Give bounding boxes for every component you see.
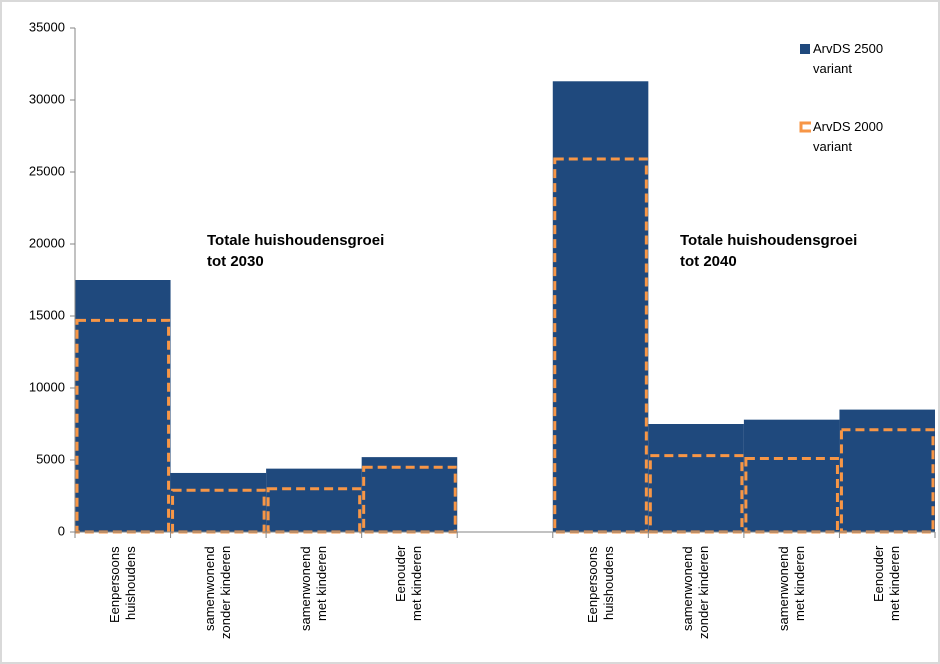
y-tick-label: 10000 [29,379,65,394]
y-tick-label: 5000 [36,451,65,466]
x-tick-label: Eenpersoons huishoudens [106,546,138,623]
annotation: Totale huishoudensgroei tot 2040 [680,232,858,270]
x-tick-label: Eenouder met kinderen [871,546,903,622]
x-tick-label: samenwonend zonder kinderen [202,546,234,640]
bar [170,472,267,532]
bar-outline [266,487,362,534]
x-tick-label: samenwonend met kinderen [297,546,329,631]
y-tick-label: 35000 [29,19,65,34]
x-tick-label: Eenpersoons huishoudens [584,546,616,623]
y-tick-label: 15000 [29,307,65,322]
legend-label: ArvDS 2000 variant [813,119,884,154]
bar [839,409,935,532]
bar [266,468,362,532]
bar [361,457,458,532]
legend-label: ArvDS 2500 variant [813,41,884,76]
y-tick-label: 25000 [29,163,65,178]
annotation: Totale huishoudensgroei tot 2030 [207,232,385,270]
x-tick-label: samenwonend met kinderen [775,546,807,631]
bar [552,81,649,532]
legend-swatch [800,44,810,54]
y-tick-label: 20000 [29,235,65,250]
bar [75,280,171,532]
legend-swatch [799,121,811,133]
bar [648,424,744,532]
x-tick-label: Eenouder met kinderen [393,546,425,622]
x-tick-label: samenwonend zonder kinderen [680,546,712,640]
bar-outline [75,318,171,534]
bar [743,419,840,532]
bar-outline [171,488,266,534]
y-tick-label: 0 [58,523,65,538]
y-tick-label: 30000 [29,91,65,106]
